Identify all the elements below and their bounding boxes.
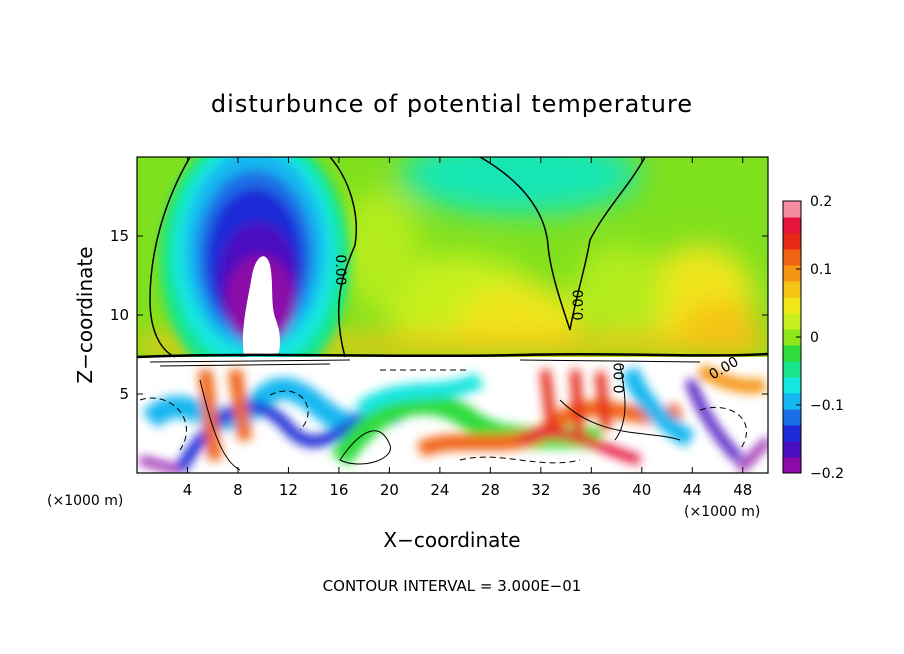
colorbar-swatch bbox=[783, 441, 801, 458]
colorbar-swatch bbox=[783, 361, 801, 378]
lower-field-blobs bbox=[139, 363, 768, 473]
upper-field-shading bbox=[137, 157, 768, 360]
colorbar-swatch bbox=[783, 265, 801, 282]
x-tick-label: 28 bbox=[481, 481, 500, 499]
colorbar-swatch bbox=[783, 201, 801, 218]
colorbar-swatch bbox=[783, 313, 801, 330]
footer-contour-interval: CONTOUR INTERVAL = 3.000E−01 bbox=[323, 577, 582, 595]
chart-title: disturbunce of potential temperature bbox=[211, 90, 693, 118]
x-unit-left: (×1000 m) bbox=[47, 493, 123, 509]
x-axis-label: X−coordinate bbox=[383, 528, 520, 552]
colorbar-swatch bbox=[783, 233, 801, 250]
x-axis: 4 8 12 16 20 24 28 32 36 40 44 48 bbox=[183, 157, 752, 499]
x-tick-label: 48 bbox=[733, 481, 752, 499]
colorbar bbox=[782, 200, 802, 474]
contour-left-plume bbox=[149, 157, 191, 358]
x-unit-right: (×1000 m) bbox=[684, 504, 760, 520]
colorbar-swatch bbox=[783, 345, 801, 362]
contour-lower-solid bbox=[199, 364, 681, 471]
contour-lower-dashed bbox=[139, 369, 747, 464]
contour-center-dip bbox=[479, 157, 646, 331]
colorbar-tick-label: −0.2 bbox=[810, 466, 844, 482]
colorbar-swatch bbox=[783, 393, 801, 410]
colorbar-swatch bbox=[783, 281, 801, 298]
y-tick-label: 5 bbox=[119, 385, 129, 403]
contour-interface-dense bbox=[149, 353, 701, 367]
colorbar-swatch bbox=[783, 249, 801, 266]
plot-area: 0.00 0.00 0.00 0.00 bbox=[137, 157, 768, 473]
colorbar-tick-label: 0 bbox=[810, 330, 819, 346]
colorbar-swatch bbox=[783, 409, 801, 426]
colorbar-swatch bbox=[783, 425, 801, 442]
x-tick-label: 20 bbox=[380, 481, 399, 499]
y-axis-label: Z−coordinate bbox=[73, 246, 97, 383]
contour-interface bbox=[137, 352, 768, 359]
colorbar-swatch bbox=[783, 457, 801, 474]
colorbar-swatch bbox=[783, 297, 801, 314]
contour-lines bbox=[137, 157, 768, 471]
x-tick-label: 40 bbox=[632, 481, 651, 499]
plume-core bbox=[242, 256, 280, 356]
contour-label: 0.00 bbox=[571, 289, 587, 320]
x-tick-label: 8 bbox=[233, 481, 243, 499]
x-tick-label: 4 bbox=[183, 481, 193, 499]
colorbar-swatch bbox=[783, 217, 801, 234]
colorbar-tick-label: −0.1 bbox=[810, 398, 844, 414]
colorbar-ticks: 0.2 0.1 0 −0.1 −0.2 bbox=[796, 194, 844, 482]
contour-label: 0.00 bbox=[612, 362, 628, 393]
contour-label: 0.00 bbox=[332, 254, 348, 285]
x-tick-label: 44 bbox=[683, 481, 702, 499]
contour-right-plume bbox=[329, 157, 357, 358]
x-tick-label: 24 bbox=[430, 481, 449, 499]
x-tick-label: 36 bbox=[582, 481, 601, 499]
y-tick-label: 10 bbox=[110, 306, 129, 324]
x-tick-label: 16 bbox=[329, 481, 348, 499]
colorbar-swatch bbox=[783, 329, 801, 346]
colorbar-tick-label: 0.1 bbox=[810, 262, 832, 278]
colorbar-tick-label: 0.2 bbox=[810, 194, 832, 210]
y-tick-label: 15 bbox=[110, 227, 129, 245]
colorbar-swatch bbox=[783, 377, 801, 394]
x-tick-label: 32 bbox=[531, 481, 550, 499]
y-axis: 5 10 15 bbox=[110, 227, 768, 403]
x-tick-label: 12 bbox=[279, 481, 298, 499]
